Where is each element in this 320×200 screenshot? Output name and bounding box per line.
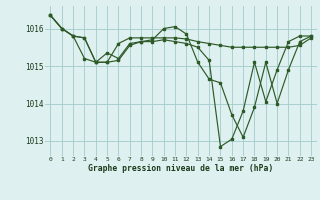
X-axis label: Graphe pression niveau de la mer (hPa): Graphe pression niveau de la mer (hPa) [88, 164, 273, 173]
